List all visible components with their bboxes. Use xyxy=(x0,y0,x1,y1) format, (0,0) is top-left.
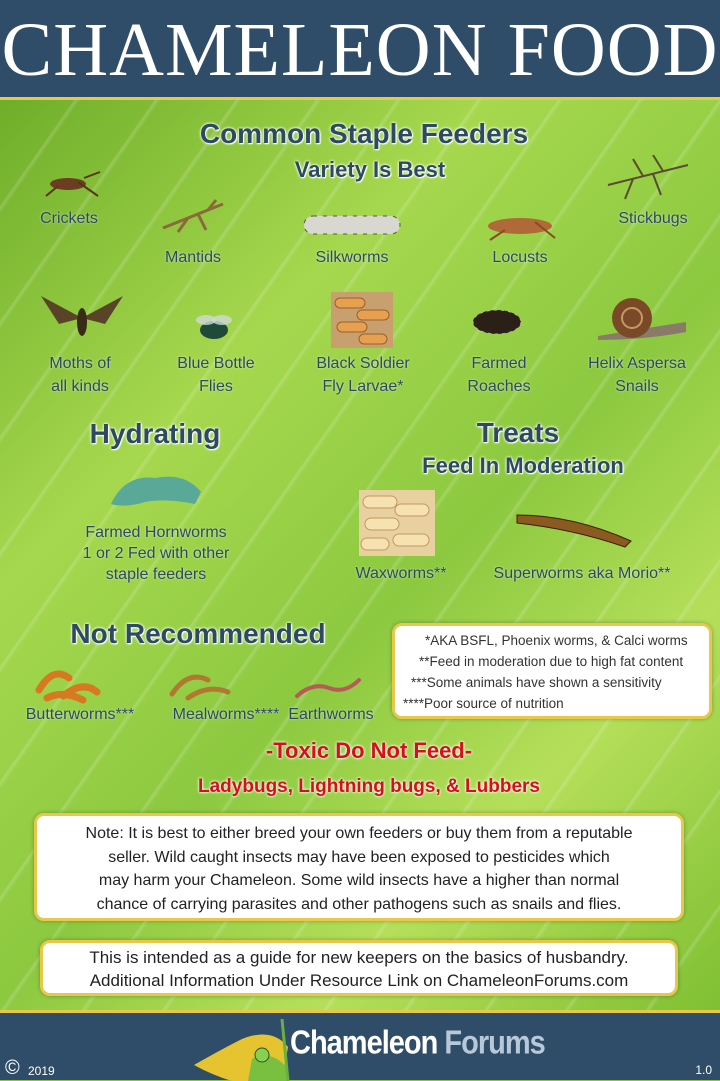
staple-heading: Common Staple Feeders xyxy=(199,118,529,149)
fly-icon xyxy=(196,315,232,339)
note-line: seller. Wild caught insects may have bee… xyxy=(108,848,610,866)
hornworm-description: Farmed Hornworms 1 or 2 Fed with other sta… xyxy=(83,522,230,585)
chameleon-logo-icon xyxy=(194,1019,290,1081)
label-bsfl: Black Soldier Fly Larvae* xyxy=(316,352,409,398)
label-line: Black Soldier xyxy=(316,355,410,372)
butterworm-icon xyxy=(35,670,101,704)
logo-text: Chameleon Forums xyxy=(290,1024,546,1063)
label-line: Fly Larvae* xyxy=(322,378,404,395)
label-stickbugs: Stickbugs xyxy=(618,210,688,227)
guide-line: Additional Information Under Resource Li… xyxy=(89,971,629,990)
note-line: may harm your Chameleon. Some wild insec… xyxy=(98,872,620,889)
guide-line: This is intended as a guide for new keep… xyxy=(89,948,629,967)
label-waxworms: Waxworms** xyxy=(355,565,447,582)
moth-icon xyxy=(41,296,123,336)
note-line: Note: It is best to either breed your ow… xyxy=(85,825,633,842)
bsfl-icon xyxy=(331,292,393,348)
label-butterworms: Butterworms*** xyxy=(25,706,135,723)
label-line: Snails xyxy=(615,378,659,395)
footnote: ****Poor source of nutrition xyxy=(403,696,564,711)
note-line: chance of carrying parasites and other p… xyxy=(96,895,622,913)
hornworm-icon xyxy=(111,476,201,506)
toxic-heading: -Toxic Do Not Feed- xyxy=(265,738,473,763)
superworm-icon xyxy=(516,514,632,548)
page-title: Chameleon Food xyxy=(0,0,720,100)
version: 1.0 xyxy=(695,1063,712,1077)
snail-icon xyxy=(598,298,686,340)
silkworm-icon xyxy=(303,215,401,235)
label-line: Roaches xyxy=(467,378,531,395)
label-earthworms: Earthworms xyxy=(288,706,374,723)
label-moths: Moths of all kinds xyxy=(49,352,110,398)
treats-heading: Treats xyxy=(476,417,560,448)
treats-subheading: Feed In Moderation xyxy=(422,453,624,478)
label-silkworms: Silkworms xyxy=(315,249,389,266)
label-mealworms: Mealworms**** xyxy=(172,706,280,723)
label-line: Flies xyxy=(199,378,233,395)
line: staple feeders xyxy=(105,566,207,583)
earthworm-icon xyxy=(295,678,361,698)
footer: © 2019 Chameleon Forums 1.0 xyxy=(0,1010,720,1081)
label-line: Blue Bottle xyxy=(177,355,255,372)
staple-subheading: Variety Is Best xyxy=(294,157,446,182)
footnotes-box: *AKA BSFL, Phoenix worms, & Calci worms … xyxy=(392,623,712,719)
footnote: *AKA BSFL, Phoenix worms, & Calci worms xyxy=(425,633,688,648)
footnote: ***Some animals have shown a sensitivity xyxy=(411,675,662,690)
hydrating-heading: Hydrating xyxy=(89,418,221,449)
label-mantids: Mantids xyxy=(164,249,222,266)
not-recommended-heading: Not Recommended xyxy=(70,618,326,649)
copyright-icon: © xyxy=(5,1057,20,1079)
label-superworms: Superworms aka Morio** xyxy=(493,565,671,582)
note-box: Note: It is best to either breed your ow… xyxy=(34,813,684,921)
logo-word-chameleon: Chameleon xyxy=(290,1024,438,1062)
footnote: **Feed in moderation due to high fat con… xyxy=(419,654,684,669)
label-locusts: Locusts xyxy=(492,249,548,266)
label-snails: Helix Aspersa Snails xyxy=(588,352,686,398)
guide-box: This is intended as a guide for new keep… xyxy=(40,940,678,996)
label-roaches: Farmed Roaches xyxy=(467,352,530,398)
roach-icon xyxy=(472,309,522,335)
label-line: all kinds xyxy=(51,378,109,395)
logo-word-forums: Forums xyxy=(444,1024,545,1062)
cricket-icon xyxy=(45,171,101,197)
toxic-list: Ladybugs, Lightning bugs, & Lubbers xyxy=(198,776,540,797)
mealworm-icon xyxy=(169,674,231,701)
line: Farmed Hornworms xyxy=(85,524,227,541)
label-line: Farmed xyxy=(471,355,527,372)
waxworm-icon xyxy=(359,490,435,556)
label-line: Moths of xyxy=(49,355,111,372)
label-crickets: Crickets xyxy=(40,210,98,227)
label-blue-bottle-flies: Blue Bottle Flies xyxy=(177,352,254,398)
line: 1 or 2 Fed with other xyxy=(82,545,230,562)
mantid-icon xyxy=(162,199,224,233)
locust-icon xyxy=(488,218,556,241)
copyright-year: 2019 xyxy=(28,1064,55,1078)
stickbug-icon xyxy=(607,155,689,200)
label-line: Helix Aspersa xyxy=(588,355,686,372)
